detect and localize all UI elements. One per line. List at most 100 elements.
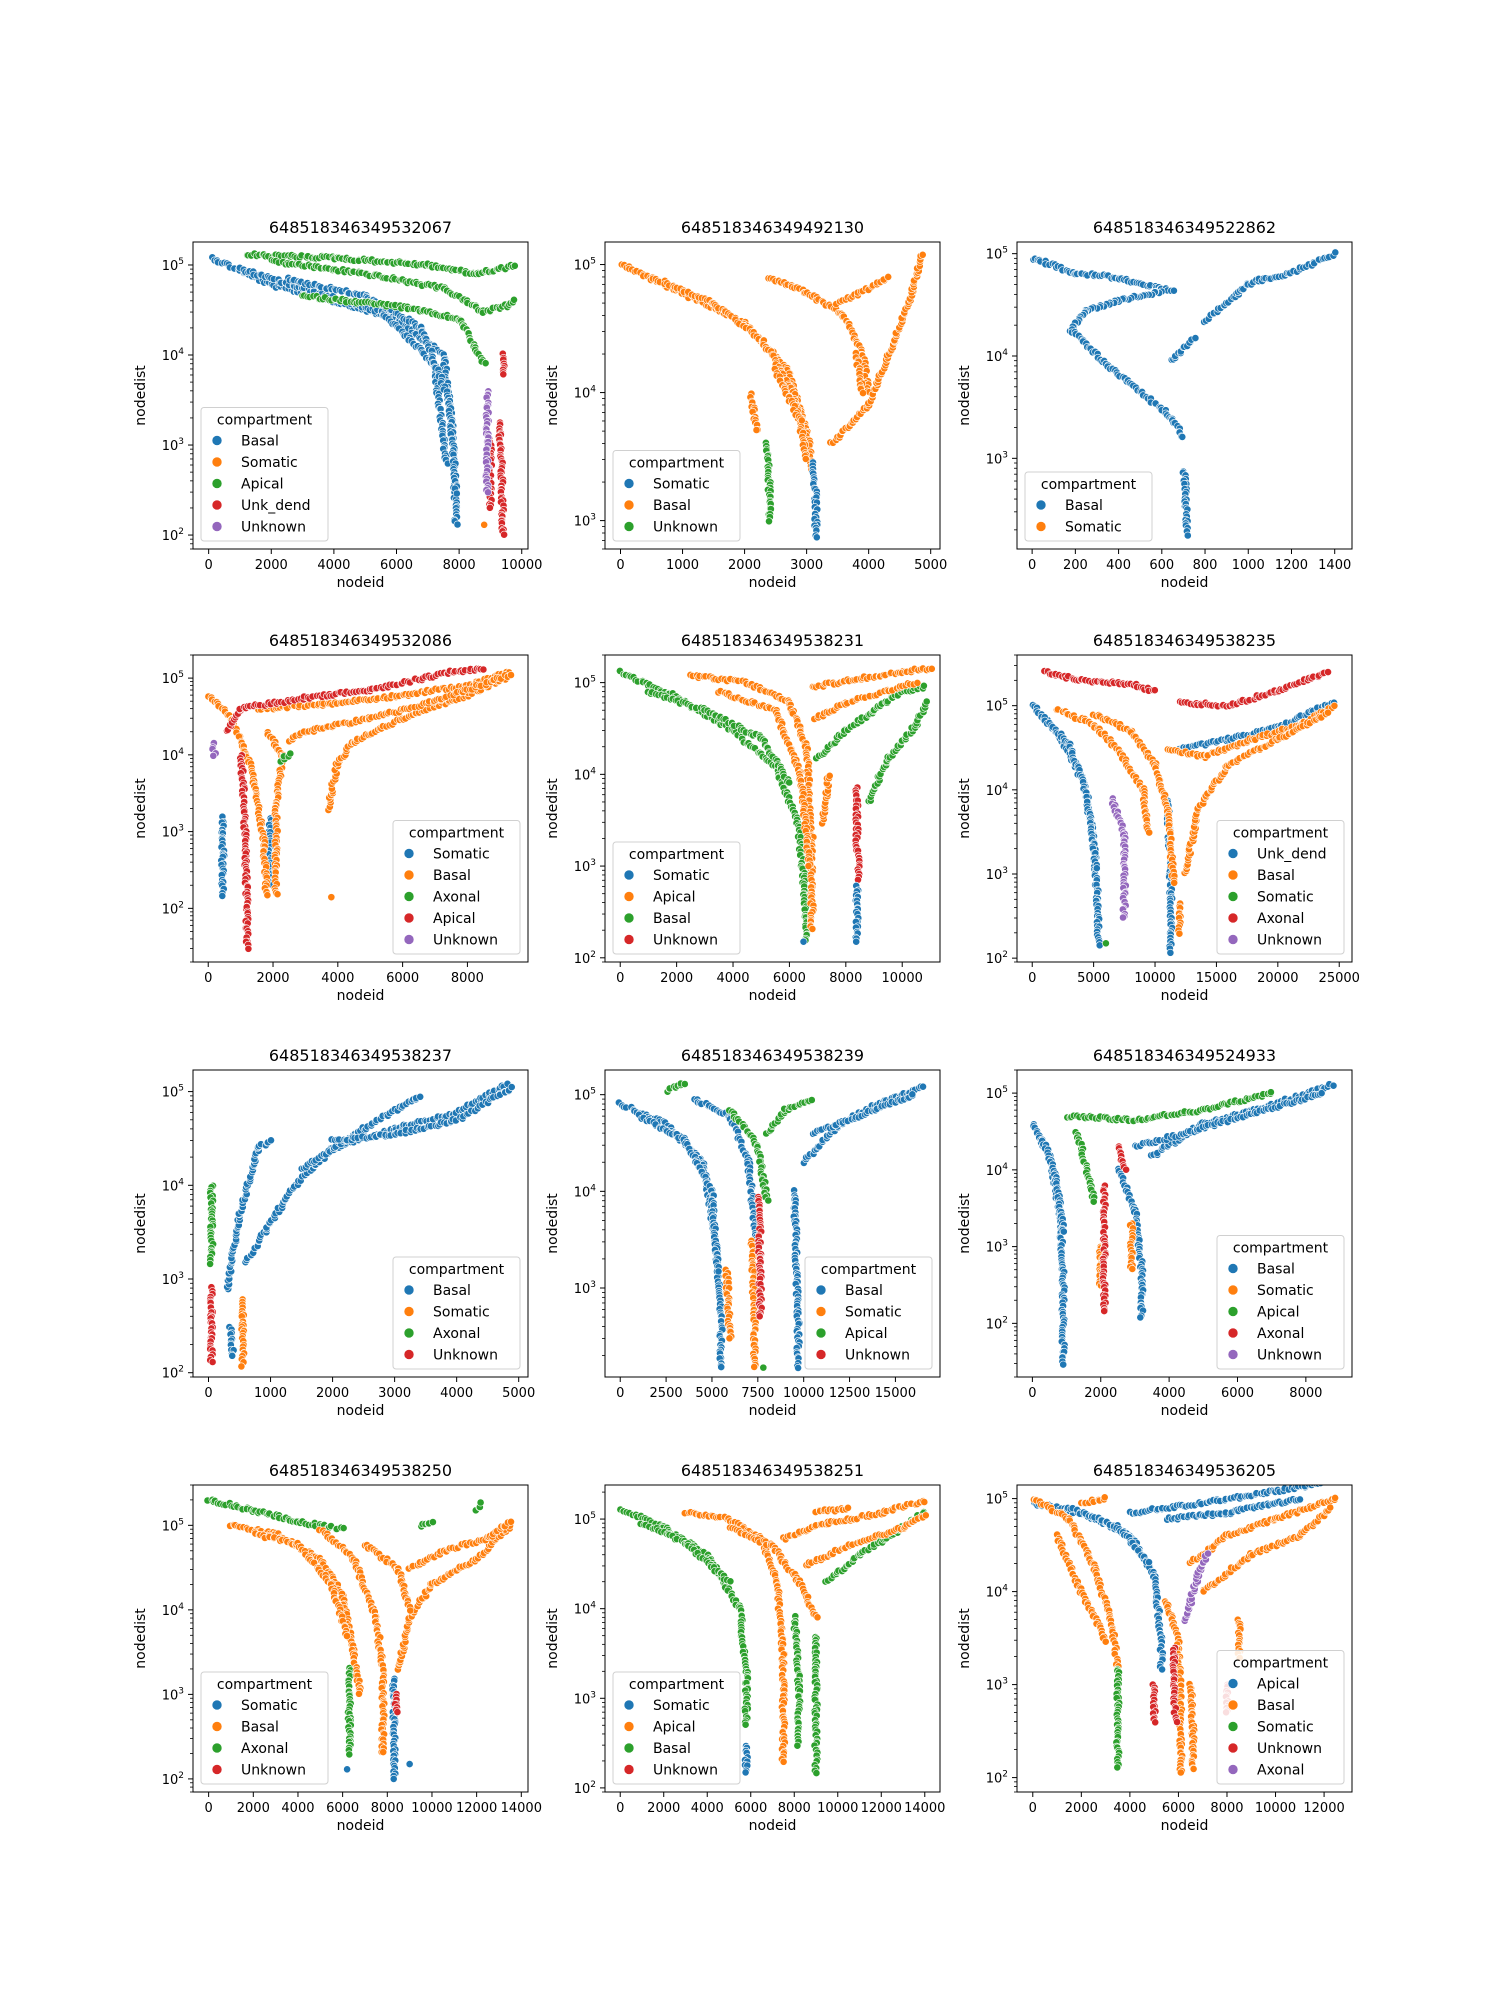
series-unknown (1108, 794, 1130, 922)
data-point (797, 416, 806, 425)
legend-entry: Basal (1257, 868, 1295, 884)
x-tick-label: 6000 (380, 558, 413, 573)
series-unk-dend (485, 349, 509, 539)
data-point (510, 295, 518, 304)
legend-marker (1227, 848, 1239, 859)
data-point (1331, 248, 1340, 257)
data-point (1183, 531, 1192, 540)
series-axonal (276, 749, 295, 766)
series-axonal (1040, 667, 1332, 711)
legend-entry: Apical (241, 477, 284, 493)
data-point (859, 389, 867, 397)
series-axonal (206, 1181, 217, 1268)
data-point (484, 488, 492, 497)
legend-entry: Unknown (653, 520, 718, 536)
data-point (884, 272, 893, 281)
data-point (922, 697, 931, 706)
x-tick-label: 1000 (1232, 558, 1265, 573)
series-basal (1029, 248, 1340, 540)
legend-box (612, 450, 741, 542)
legend-entry: Unknown (653, 933, 718, 949)
data-point (1119, 913, 1127, 922)
x-axis-label: nodeid (337, 575, 385, 591)
data-point (244, 944, 253, 953)
series-unknown (762, 438, 775, 526)
x-tick-label: 1000 (254, 1386, 287, 1401)
data-point (808, 925, 817, 933)
x-tick-label: 10000 (882, 971, 923, 986)
x-tick-label: 4000 (321, 971, 354, 986)
legend-entry: Basal (1065, 498, 1103, 514)
legend-marker (623, 478, 635, 489)
legend-marker (403, 1327, 415, 1339)
data-point (286, 749, 295, 758)
data-point (479, 665, 488, 674)
data-point (1092, 864, 1101, 873)
data-point (752, 426, 761, 434)
data-point (228, 1351, 237, 1360)
y-tick-label: 105 (162, 257, 184, 274)
legend-title: compartment (1041, 477, 1137, 493)
legend-title: compartment (217, 413, 313, 429)
legend-marker (211, 499, 223, 511)
x-tick-label: 2000 (256, 971, 289, 986)
x-tick-label: 5000 (1077, 971, 1110, 986)
x-axis-label: nodeid (337, 1403, 385, 1419)
axes-frame (604, 654, 941, 963)
legend-entry: Axonal (433, 890, 480, 906)
y-tick-label: 103 (162, 824, 184, 841)
scatter-points (1029, 248, 1340, 540)
x-tick-label: 3000 (790, 558, 823, 573)
data-point (801, 454, 810, 463)
subplot-title: 648518346349492130 (681, 218, 864, 237)
scatter-points (208, 249, 519, 539)
x-tick-label: 4000 (716, 971, 749, 986)
legend-entry: Somatic (1257, 890, 1314, 906)
legend-title: compartment (629, 456, 725, 472)
x-tick-label: 8000 (829, 971, 862, 986)
legend-box (200, 407, 329, 542)
data-point (452, 489, 461, 498)
y-tick-label: 102 (574, 950, 596, 967)
legend-marker (211, 435, 223, 446)
data-point (1145, 828, 1154, 837)
legend: compartmentUnk_dendBasalSomaticAxonalUnk… (1216, 820, 1345, 955)
axes-frame (604, 241, 941, 550)
data-point (507, 671, 515, 679)
y-tick-label: 105 (986, 246, 1008, 263)
x-tick-label: 0 (616, 971, 624, 986)
y-axis-label: nodedist (133, 1193, 149, 1254)
legend-entry: Somatic (433, 847, 490, 863)
y-tick-label: 105 (574, 257, 596, 274)
scatter-points (617, 250, 927, 542)
data-point (717, 1363, 726, 1371)
legend-entry: Apical (433, 911, 476, 927)
series-somatic (480, 520, 489, 529)
legend-entry: Basal (653, 911, 691, 927)
series-unknown (481, 387, 493, 497)
y-tick-label: 103 (574, 513, 596, 530)
legend-entry: Basal (241, 434, 279, 450)
y-axis-label: nodedist (957, 778, 973, 839)
x-axis-label: nodeid (337, 988, 385, 1004)
x-tick-label: 2000 (316, 1386, 349, 1401)
data-point (799, 937, 808, 946)
legend-marker (211, 456, 223, 468)
series-somatic (237, 1295, 248, 1371)
legend-marker (403, 912, 415, 924)
x-tick-label: 200 (1063, 558, 1088, 573)
data-point (1102, 939, 1110, 948)
data-point (1191, 334, 1200, 342)
legend-entry: Basal (433, 868, 471, 884)
legend-box (612, 841, 741, 955)
legend-marker (1035, 521, 1047, 532)
series-somatic (808, 458, 822, 542)
legend-marker (623, 912, 635, 924)
x-tick-label: 6000 (386, 971, 419, 986)
y-tick-label: 103 (162, 437, 184, 454)
data-point (825, 771, 834, 780)
